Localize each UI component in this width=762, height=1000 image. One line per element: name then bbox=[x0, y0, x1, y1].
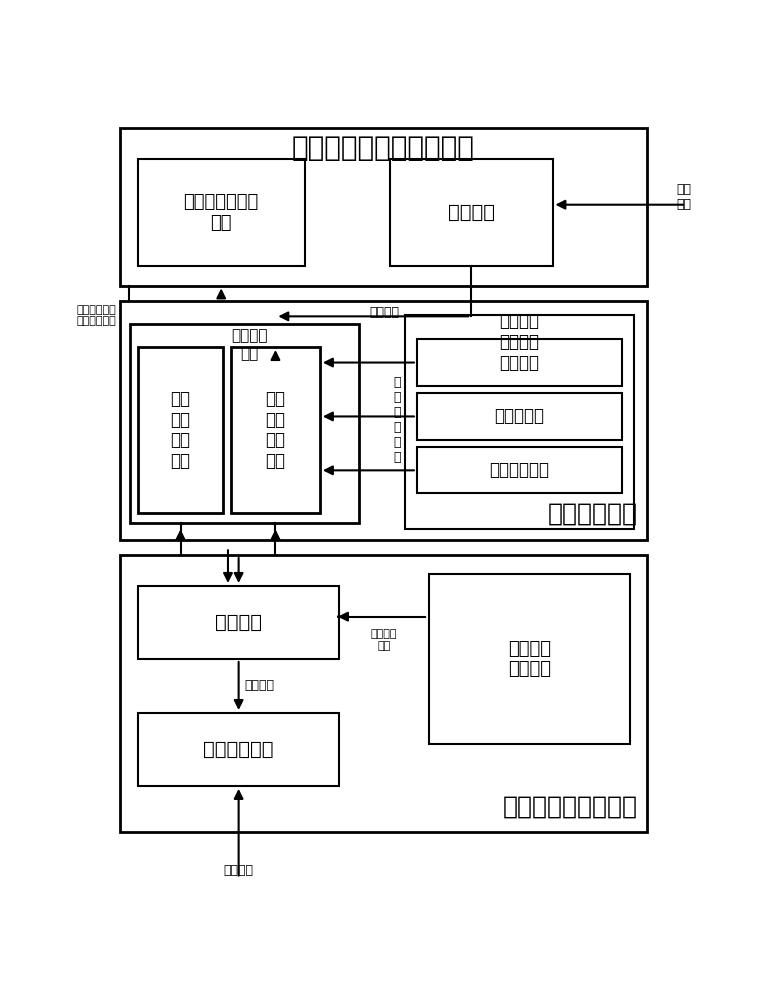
Bar bbox=[138, 347, 223, 513]
Text: 设备状态信息
测试状态信息: 设备状态信息 测试状态信息 bbox=[76, 305, 116, 326]
Bar bbox=[120, 301, 647, 540]
Bar bbox=[417, 393, 623, 440]
Text: 设备
数据
管理
模块: 设备 数据 管理 模块 bbox=[171, 390, 190, 470]
Text: 中间功能组件: 中间功能组件 bbox=[548, 502, 638, 526]
Bar bbox=[417, 447, 623, 493]
Bar bbox=[138, 586, 339, 659]
Bar bbox=[120, 555, 647, 832]
Text: 测
试
程
序
数
据: 测 试 程 序 数 据 bbox=[394, 376, 402, 464]
Text: 硬件驱动与数据接口: 硬件驱动与数据接口 bbox=[503, 794, 638, 818]
Text: 现场数据: 现场数据 bbox=[245, 679, 275, 692]
Bar bbox=[428, 574, 630, 744]
Text: 驱动程序
数据: 驱动程序 数据 bbox=[370, 629, 397, 651]
Text: 设备命令集: 设备命令集 bbox=[495, 407, 545, 425]
Bar bbox=[120, 128, 647, 286]
Bar bbox=[405, 315, 634, 529]
Bar bbox=[138, 158, 305, 266]
Text: 控制指令: 控制指令 bbox=[370, 306, 399, 319]
Text: 用户
数据
管理
模块: 用户 数据 管理 模块 bbox=[265, 390, 286, 470]
Bar bbox=[138, 713, 339, 786]
Text: 定制用户
测试流程: 定制用户 测试流程 bbox=[500, 312, 539, 351]
Text: 命令关联: 命令关联 bbox=[500, 354, 539, 372]
Bar bbox=[389, 158, 552, 266]
Bar bbox=[231, 347, 320, 513]
Text: 设备控制: 设备控制 bbox=[447, 203, 495, 222]
Bar bbox=[417, 339, 623, 386]
Text: 硬件设备
驱动接口: 硬件设备 驱动接口 bbox=[507, 640, 551, 678]
Text: 设备及测试状态
监视: 设备及测试状态 监视 bbox=[184, 193, 259, 232]
Text: 数据管理
模块: 数据管理 模块 bbox=[231, 329, 267, 361]
Bar bbox=[130, 324, 359, 523]
Text: 用户规则设置: 用户规则设置 bbox=[489, 461, 549, 479]
Text: 操作
控制: 操作 控制 bbox=[677, 183, 691, 211]
Text: 人机交互与数据显示界面: 人机交互与数据显示界面 bbox=[292, 134, 475, 162]
Text: 数据存储: 数据存储 bbox=[215, 613, 262, 632]
Text: 现场信息读取: 现场信息读取 bbox=[203, 740, 274, 759]
Text: 现场数据: 现场数据 bbox=[223, 864, 254, 877]
